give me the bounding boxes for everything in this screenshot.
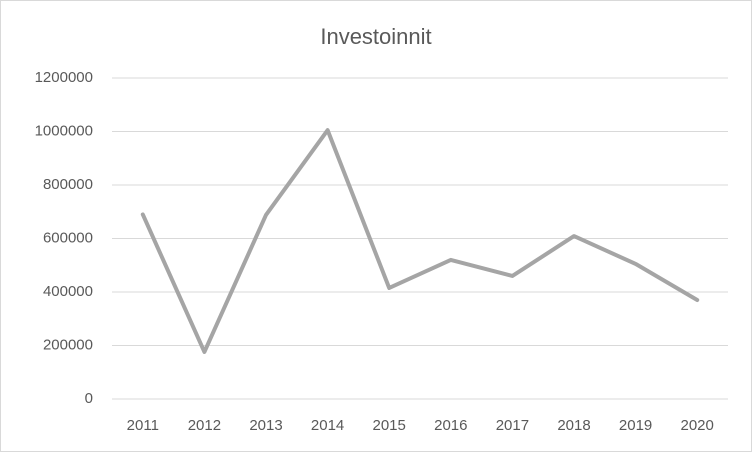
x-tick-label: 2016	[434, 417, 467, 434]
x-tick-label: 2019	[619, 417, 652, 434]
y-tick-label: 200000	[43, 336, 93, 353]
y-tick-label: 600000	[43, 229, 93, 246]
y-tick-label: 0	[85, 390, 93, 407]
y-tick-label: 1000000	[35, 122, 93, 139]
x-tick-label: 2012	[188, 417, 221, 434]
x-tick-label: 2014	[311, 417, 344, 434]
x-tick-label: 2017	[496, 417, 529, 434]
x-tick-label: 2018	[557, 417, 590, 434]
x-tick-label: 2013	[249, 417, 282, 434]
y-tick-label: 800000	[43, 176, 93, 193]
data-line	[140, 128, 700, 354]
x-tick-label: 2015	[373, 417, 406, 434]
x-tick-label: 2011	[127, 417, 159, 434]
y-tick-label: 400000	[43, 283, 93, 300]
x-tick-label: 2020	[681, 417, 714, 434]
y-tick-label: 1200000	[35, 69, 93, 86]
chart-title: Investoinnit	[320, 24, 431, 49]
